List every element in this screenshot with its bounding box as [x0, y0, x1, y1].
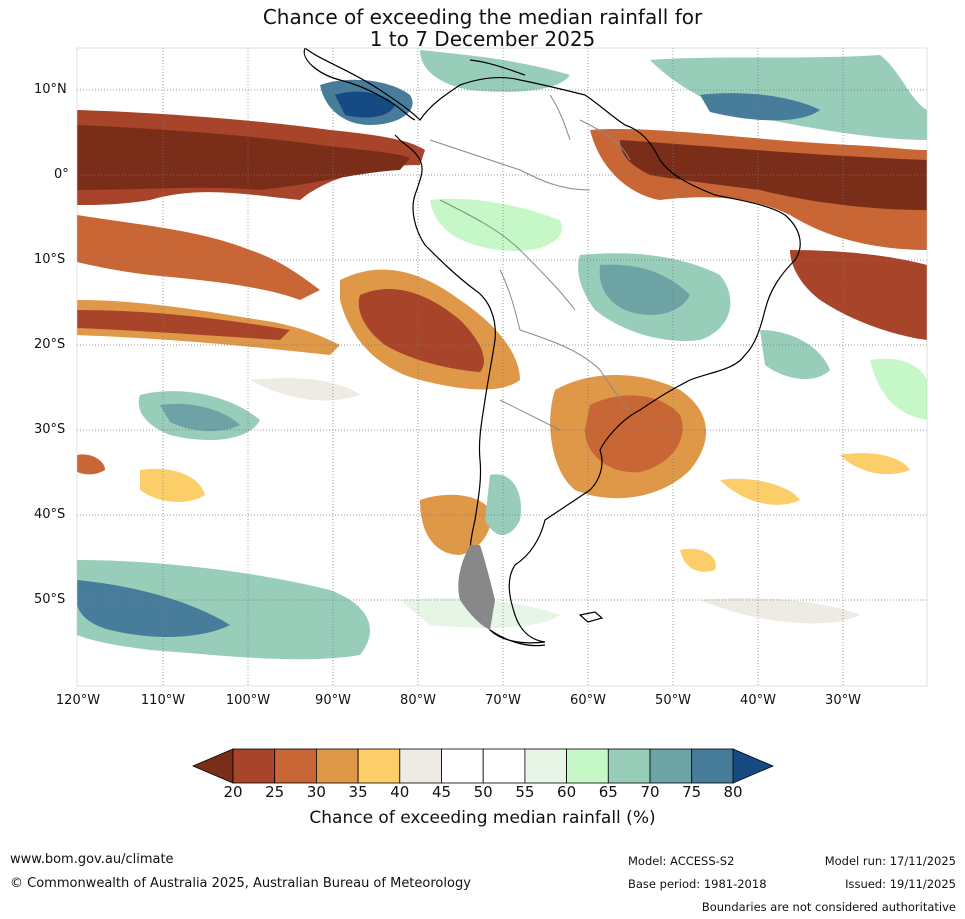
lat-label: 10°N	[34, 82, 67, 97]
rainfall-anomaly-fields	[77, 50, 927, 660]
dry-patch-5	[77, 454, 105, 475]
colorbar-segment-60-65	[566, 748, 609, 784]
wet-core-central-brazil	[599, 264, 690, 315]
bom-url-link[interactable]: www.bom.gov.au/climate	[10, 852, 174, 867]
wet-northeast-atlantic	[650, 55, 927, 140]
colorbar-segment-75-80	[691, 748, 734, 784]
map-title-line1: Chance of exceeding the median rainfall …	[262, 5, 703, 29]
colorbar-segment-20-25	[232, 748, 276, 784]
colorbar	[191, 748, 775, 784]
colorbar-tick-label: 40	[390, 783, 410, 801]
colorbar-tick-label: 20	[223, 783, 243, 801]
dry-band-pacific-south	[77, 215, 320, 300]
dry-patch-4	[840, 453, 910, 475]
southern-chile-fjords	[458, 545, 495, 630]
dry-core-east-pacific	[77, 125, 410, 190]
colorbar-tick-label: 75	[682, 783, 702, 801]
colorbar-tick-label: 35	[348, 783, 368, 801]
lat-label: 20°S	[34, 337, 66, 352]
map-plot-area	[77, 48, 927, 686]
boundaries-disclaimer: Boundaries are not considered authoritat…	[701, 900, 956, 914]
dry-core-uruguay	[585, 395, 683, 473]
neutral-patch-1	[250, 378, 360, 401]
lon-label: 100°W	[225, 693, 271, 708]
model-name: Model: ACCESS-S2	[628, 854, 735, 868]
lon-label: 120°W	[55, 693, 101, 708]
colorbar-tick-label: 25	[265, 783, 285, 801]
lon-label: 80°W	[400, 693, 436, 708]
cuba-coastline	[469, 59, 526, 76]
colorbar-tick-label: 50	[473, 783, 493, 801]
plot-frame	[76, 47, 928, 687]
lat-label: 50°S	[34, 592, 66, 607]
lon-label: 60°W	[570, 693, 606, 708]
dry-southern-chile	[420, 494, 491, 555]
lon-label: 40°W	[740, 693, 776, 708]
lat-label: 30°S	[34, 422, 66, 437]
tierra-del-fuego-coastline	[489, 629, 546, 647]
wet-core-central-america	[335, 91, 395, 118]
dry-core-peru	[77, 310, 290, 340]
neutral-patch-2	[700, 598, 860, 624]
dry-patch-3	[720, 478, 800, 505]
wet-light-1	[870, 358, 927, 420]
colorbar-segment-25-30	[274, 748, 317, 784]
colorbar-segment-40-45	[399, 748, 442, 784]
lat-label: 10°S	[34, 252, 66, 267]
issued-date: Issued: 19/11/2025	[845, 877, 956, 891]
model-run-date: Model run: 17/11/2025	[824, 854, 956, 868]
colorbar-segment-45-50	[441, 748, 484, 784]
dry-patch-2	[680, 548, 716, 572]
lon-label: 70°W	[485, 693, 521, 708]
colorbar-tick-label: 65	[598, 783, 618, 801]
lon-label: 90°W	[315, 693, 351, 708]
colorbar-tick-label: 80	[723, 783, 743, 801]
wet-east-brazil	[760, 330, 830, 380]
lon-label: 30°W	[825, 693, 861, 708]
base-period: Base period: 1981-2018	[628, 877, 767, 891]
colorbar-tick-label: 30	[306, 783, 326, 801]
lat-label: 40°S	[34, 507, 66, 522]
colorbar-upper-extension	[732, 748, 775, 784]
colorbar-segment-30-35	[315, 748, 359, 784]
colorbar-segment-70-75	[649, 748, 693, 784]
south-america-coastline	[304, 48, 801, 644]
colorbar-segment-35-40	[357, 748, 401, 784]
lon-label: 50°W	[655, 693, 691, 708]
lat-label: 0°	[54, 167, 69, 182]
colorbar-tick-label: 55	[515, 783, 535, 801]
dry-patch-1	[140, 468, 205, 502]
falkland-islands-coastline	[578, 611, 604, 623]
wet-caribbean	[420, 50, 570, 92]
colorbar-tick-label: 60	[557, 783, 577, 801]
central-america-coastline	[303, 48, 416, 121]
country-borders	[429, 94, 631, 431]
colorbar-segment-65-70	[607, 748, 651, 784]
colorbar-tick-label: 70	[640, 783, 660, 801]
wet-core-northeast-atlantic	[700, 93, 820, 121]
graticule	[77, 48, 927, 686]
colorbar-segment-50-55	[482, 748, 526, 784]
copyright-text: © Commonwealth of Australia 2025, Austra…	[10, 876, 471, 891]
colorbar-segment-55-60	[524, 748, 568, 784]
dry-core-southeast-pacific	[358, 289, 484, 372]
map-title-line2: 1 to 7 December 2025	[369, 27, 596, 51]
coastlines	[303, 48, 801, 647]
dry-atlantic-south	[790, 250, 927, 340]
colorbar-lower-extension	[191, 748, 234, 784]
wet-core-southern-pacific	[77, 580, 230, 637]
colorbar-title: Chance of exceeding median rainfall (%)	[309, 808, 656, 828]
wet-core-pacific-mid	[160, 403, 240, 432]
lon-label: 110°W	[140, 693, 186, 708]
colorbar-tick-label: 45	[431, 783, 452, 801]
